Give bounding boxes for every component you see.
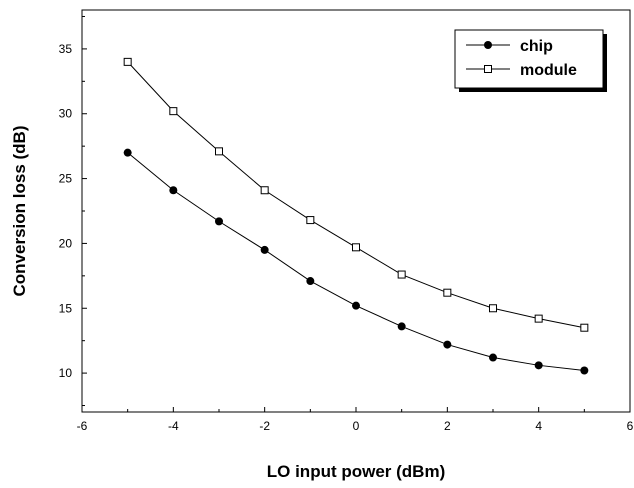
data-point-chip — [352, 301, 360, 310]
data-point-module — [580, 323, 589, 332]
y-tick-label: 10 — [59, 366, 73, 380]
data-point-chip — [306, 277, 315, 286]
x-tick-label: 0 — [353, 419, 360, 433]
data-point-chip — [215, 217, 223, 226]
legend-marker-chip — [484, 41, 492, 49]
x-tick-label: 2 — [444, 419, 451, 433]
legend-marker-module — [484, 65, 492, 73]
data-point-module — [306, 216, 315, 225]
y-tick-label: 25 — [59, 172, 73, 186]
legend-label-chip: chip — [520, 38, 553, 55]
x-tick-label: 4 — [535, 419, 542, 433]
x-tick-label: 6 — [627, 419, 634, 433]
y-tick-label: 35 — [59, 42, 73, 56]
data-point-module — [443, 288, 452, 297]
data-point-chip — [443, 340, 452, 349]
legend-box — [454, 29, 604, 89]
data-point-module — [397, 270, 406, 279]
data-point-module — [260, 186, 269, 195]
data-point-chip — [580, 366, 589, 375]
data-point-chip — [534, 361, 543, 370]
data-point-chip — [489, 353, 497, 362]
legend-label-module: module — [520, 62, 577, 79]
data-point-module — [123, 57, 132, 66]
data-point-module — [489, 304, 497, 313]
y-tick-label: 30 — [59, 107, 73, 121]
data-point-chip — [397, 322, 406, 331]
legend: chip module — [454, 29, 607, 92]
data-point-module — [352, 243, 360, 252]
x-tick-label: -2 — [259, 419, 270, 433]
data-point-chip — [123, 148, 132, 157]
series-line-chip — [127, 152, 585, 372]
series-line-module — [127, 61, 585, 329]
x-axis-title: LO input power (dBm) — [267, 462, 445, 481]
axis-ticks: -6 -4 -2 0 2 4 6 10 15 20 25 30 35 — [59, 15, 634, 433]
data-point-module — [534, 314, 543, 323]
series-layer — [123, 57, 589, 375]
data-point-chip — [260, 245, 269, 254]
y-tick-label: 15 — [59, 301, 73, 315]
x-tick-label: -6 — [77, 419, 88, 433]
data-point-chip — [169, 186, 178, 195]
y-axis-title: Conversion loss (dB) — [10, 126, 29, 297]
x-tick-label: -4 — [168, 419, 179, 433]
y-tick-label: 20 — [59, 236, 73, 250]
data-point-module — [215, 147, 223, 156]
data-point-module — [169, 107, 178, 116]
